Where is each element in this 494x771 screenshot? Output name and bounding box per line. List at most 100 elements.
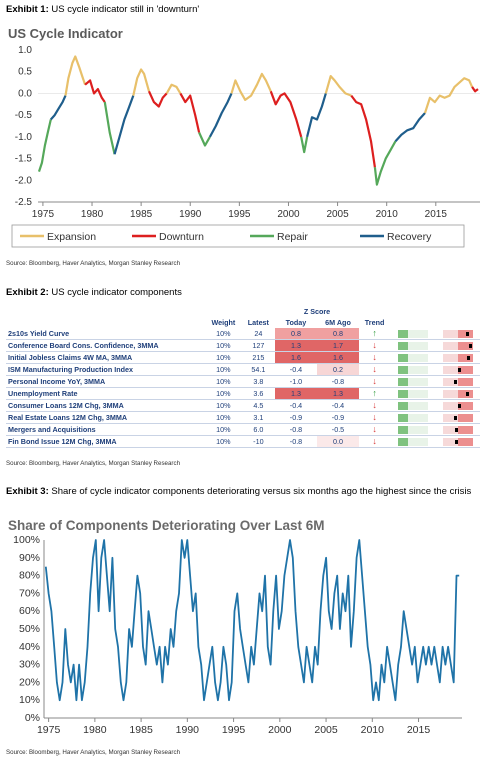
x-tick-label: 1980 [83, 724, 107, 736]
table-row: Mergers and Acquisitions 10% 6.0 -0.8 -0.5 ↓ [6, 423, 480, 436]
zscore-6m-ago: 0.8 [317, 328, 359, 340]
component-name: Consumer Loans 12M Chg, 3MMA [6, 399, 205, 412]
table-header: Weight Latest Today 6M Ago Trend [6, 317, 480, 328]
latest-value: 127 [241, 339, 275, 352]
x-tick-label: 1980 [81, 209, 104, 220]
red-gauge [435, 411, 480, 424]
trend-down-icon: ↓ [359, 351, 391, 364]
zscore-today: -0.4 [275, 363, 317, 376]
y-tick-label: -0.5 [15, 110, 33, 121]
y-tick-label: 90% [19, 552, 40, 564]
series-line-expansion [324, 75, 352, 97]
red-gauge [435, 339, 480, 352]
table-row: 2s10s Yield Curve 10% 24 0.8 0.8 ↑ [6, 328, 480, 340]
x-tick-label: 2000 [277, 209, 300, 220]
red-gauge [435, 399, 480, 412]
series-line-downturn [147, 90, 168, 108]
component-name: Conference Board Cons. Confidence, 3MMA [6, 339, 205, 352]
y-tick-label: -2.5 [15, 197, 33, 208]
y-tick-label: 80% [19, 570, 40, 582]
x-tick-label: 1995 [228, 209, 251, 220]
zscore-6m-ago: 1.7 [317, 339, 359, 352]
x-tick-label: 2010 [361, 724, 385, 736]
series-line-recovery [394, 112, 426, 142]
series-line-recovery [208, 92, 233, 138]
green-gauge [390, 375, 436, 388]
zscore-6m-ago: 0.0 [317, 435, 359, 448]
component-name: Mergers and Acquisitions [6, 423, 205, 436]
latest-value: 54.1 [241, 363, 275, 376]
series-line-downturn [179, 92, 201, 133]
y-tick-label: -1.5 [15, 154, 33, 165]
component-name: Initial Jobless Claims 4W MA, 3MMA [6, 351, 205, 364]
series-line-expansion [423, 77, 474, 114]
zscore-today: 1.3 [275, 387, 317, 400]
share-deteriorating-chart: Share of Components Deteriorating Over L… [8, 518, 462, 736]
green-gauge [390, 387, 436, 400]
x-tick-label: 1985 [129, 724, 153, 736]
series-line-expansion [132, 68, 151, 96]
x-tick-label: 1990 [176, 724, 200, 736]
zscore-6m-ago: -0.4 [317, 399, 359, 412]
zscore-today: -0.9 [275, 411, 317, 424]
y-tick-label: 40% [19, 641, 40, 653]
series-line-recovery [306, 93, 327, 138]
red-gauge [435, 435, 480, 448]
table-header-zscore: Z Score [6, 306, 480, 317]
zscore-today: -0.4 [275, 399, 317, 412]
y-tick-label: 0% [25, 712, 40, 724]
exhibit-2-prefix: Exhibit 2: [6, 287, 49, 298]
exhibit-1-heading: Exhibit 1: US cycle indicator still in '… [6, 4, 199, 15]
trend-down-icon: ↓ [359, 375, 391, 388]
exhibit-3-source: Source: Bloomberg, Haver Analytics, Morg… [6, 749, 181, 756]
y-tick-label: 10% [19, 694, 40, 706]
latest-value: 4.5 [241, 399, 275, 412]
trend-down-icon: ↓ [359, 363, 391, 376]
x-tick-label: 2010 [376, 209, 399, 220]
zscore-today: 0.8 [275, 328, 317, 340]
series-line-recovery [49, 95, 67, 121]
y-tick-label: 1.0 [18, 45, 32, 56]
zscore-today: 1.3 [275, 339, 317, 352]
zscore-6m-ago: 1.6 [317, 351, 359, 364]
y-tick-label: 0.5 [18, 67, 32, 78]
us-cycle-indicator-chart: US Cycle Indicator 1.0 0.5 0.0 -0.5 -1.0 -1.5 -… [8, 26, 480, 248]
trend-header: Trend [364, 318, 385, 327]
series-line-repair [103, 101, 116, 155]
zscore-6m-ago: 0.2 [317, 363, 359, 376]
series-line-downturn [84, 79, 106, 103]
red-gauge [435, 363, 480, 376]
series-line-repair [300, 136, 309, 154]
weight-value: 10% [205, 363, 242, 376]
weight-value: 10% [205, 399, 242, 412]
green-gauge [390, 435, 436, 448]
latest-value: 24 [241, 328, 275, 340]
trend-up-icon: ↑ [359, 328, 391, 340]
green-gauge [390, 328, 436, 340]
today-header: Today [285, 318, 307, 327]
red-gauge [435, 423, 480, 436]
latest-value: 3.1 [241, 411, 275, 424]
exhibit-2-source: Source: Bloomberg, Haver Analytics, Morg… [6, 460, 181, 467]
x-tick-label: 2005 [314, 724, 338, 736]
legend-label-recovery: Recovery [387, 231, 432, 243]
latest-value: 3.6 [241, 387, 275, 400]
table-row: Unemployment Rate 10% 3.6 1.3 1.3 ↑ [6, 387, 480, 400]
zscore-today: -0.8 [275, 435, 317, 448]
y-tick-label: 20% [19, 676, 40, 688]
exhibit-3-heading: Exhibit 3: Share of cycle indicator comp… [6, 486, 486, 497]
series-line-downturn [350, 94, 376, 168]
table-row: Real Estate Loans 12M Chg, 3MMA 10% 3.1 -0.… [6, 411, 480, 424]
exhibit-3-prefix: Exhibit 3: [6, 486, 49, 497]
series-line-expansion [230, 72, 272, 101]
trend-up-icon: ↑ [359, 387, 391, 400]
y-tick-label: 60% [19, 605, 40, 617]
exhibit-1-title: US cycle indicator still in 'downturn' [51, 4, 200, 15]
component-name: 2s10s Yield Curve [6, 328, 205, 340]
red-gauge [435, 351, 480, 364]
green-gauge [390, 423, 436, 436]
zscore-today: -1.0 [275, 375, 317, 388]
series-line-repair [198, 132, 211, 147]
y-tick-label: -1.0 [15, 132, 33, 143]
table-row: Initial Jobless Claims 4W MA, 3MMA 10% 215… [6, 351, 480, 364]
